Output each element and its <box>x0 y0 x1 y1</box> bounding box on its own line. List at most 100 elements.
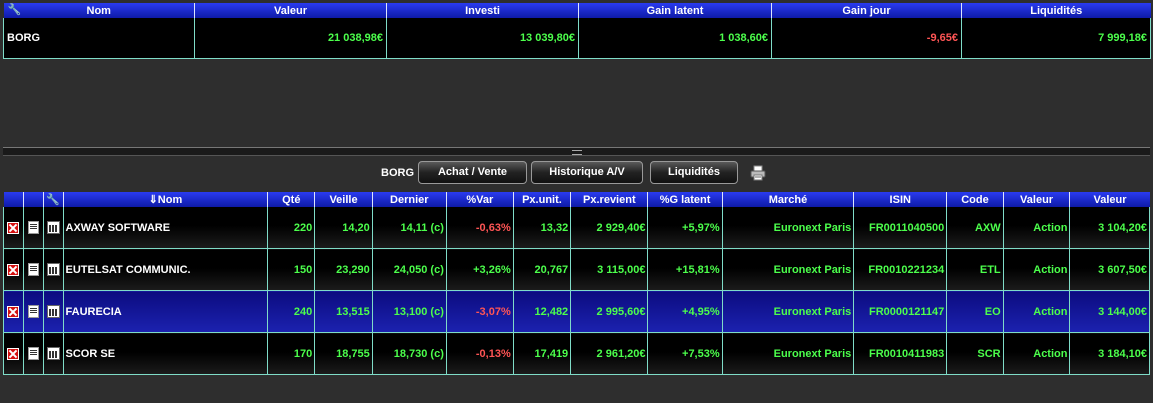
positions-header-row: 🔧 ⇓Nom Qté Veille Dernier %Var Px.unit. … <box>3 192 1150 207</box>
wrench-icon[interactable]: 🔧 <box>46 194 60 206</box>
position-px-revient: 2 995,60€ <box>570 290 649 333</box>
chart-icon[interactable] <box>46 221 60 234</box>
position-isin: FR0000121147 <box>853 290 948 333</box>
position-valeur: 3 104,20€ <box>1069 207 1150 249</box>
document-icon[interactable] <box>27 305 39 318</box>
header-var[interactable]: %Var <box>446 192 514 207</box>
document-icon[interactable] <box>27 347 39 360</box>
position-px-unit: 13,32 <box>513 207 572 249</box>
document-cell[interactable] <box>23 332 44 375</box>
summary-investi: 13 039,80€ <box>386 18 579 59</box>
chart-cell[interactable] <box>43 248 64 291</box>
chart-icon[interactable] <box>46 263 60 276</box>
header-qte[interactable]: Qté <box>267 192 316 207</box>
summary-row[interactable]: BORG 21 038,98€ 13 039,80€ 1 038,60€ -9,… <box>3 18 1151 59</box>
delete-icon[interactable] <box>7 305 20 318</box>
summary-header-gain-jour[interactable]: Gain jour <box>771 3 962 18</box>
header-px-revient[interactable]: Px.revient <box>570 192 649 207</box>
position-px-revient: 3 115,00€ <box>570 248 649 291</box>
position-name: SCOR SE <box>63 332 269 375</box>
document-icon[interactable] <box>27 263 39 276</box>
delete-icon[interactable] <box>7 221 20 234</box>
chart-cell[interactable] <box>43 332 64 375</box>
position-veille: 23,290 <box>314 248 373 291</box>
summary-header-liquidites[interactable]: Liquidités <box>961 3 1151 18</box>
summary-header-gain-latent[interactable]: Gain latent <box>578 3 772 18</box>
position-marche: Euronext Paris <box>722 248 855 291</box>
position-px-unit: 20,767 <box>513 248 572 291</box>
splitter-grip-icon[interactable] <box>572 150 582 155</box>
table-row[interactable]: FAURECIA 240 13,515 13,100 (c) -3,07% 12,482 2… <box>3 290 1150 333</box>
summary-header-nom[interactable]: 🔧 Nom <box>3 3 195 18</box>
header-type[interactable]: Valeur <box>1003 192 1071 207</box>
header-blank <box>3 192 24 207</box>
chart-icon[interactable] <box>46 347 60 360</box>
position-g-latent: +7,53% <box>647 332 723 375</box>
position-valeur: 3 184,10€ <box>1069 332 1150 375</box>
summary-nom: BORG <box>3 18 195 59</box>
wrench-icon[interactable]: 🔧 <box>7 4 22 16</box>
position-px-unit: 17,419 <box>513 332 572 375</box>
position-isin: FR0010411983 <box>853 332 948 375</box>
document-cell[interactable] <box>23 290 44 333</box>
printer-icon[interactable] <box>750 165 766 181</box>
account-toolbar: BORG Achat / Vente Historique A/V Liquid… <box>0 160 1153 186</box>
summary-header-label: Nom <box>86 4 111 17</box>
table-row[interactable]: SCOR SE 170 18,755 18,730 (c) -0,13% 17,419 2 … <box>3 332 1150 375</box>
delete-cell[interactable] <box>3 290 24 333</box>
position-var: +3,26% <box>446 248 514 291</box>
liquidites-button[interactable]: Liquidités <box>650 161 738 184</box>
table-row[interactable]: EUTELSAT COMMUNIC. 150 23,290 24,050 (c) +3,… <box>3 248 1150 291</box>
delete-icon[interactable] <box>7 347 20 360</box>
position-type: Action <box>1003 248 1071 291</box>
header-code[interactable]: Code <box>946 192 1004 207</box>
position-marche: Euronext Paris <box>722 332 855 375</box>
position-type: Action <box>1003 207 1071 249</box>
header-dernier[interactable]: Dernier <box>372 192 447 207</box>
position-code: ETL <box>946 248 1004 291</box>
position-px-revient: 2 961,20€ <box>570 332 649 375</box>
delete-icon[interactable] <box>7 263 20 276</box>
position-name: EUTELSAT COMMUNIC. <box>63 248 269 291</box>
account-label: BORG <box>381 167 414 179</box>
position-g-latent: +4,95% <box>647 290 723 333</box>
achat-vente-button[interactable]: Achat / Vente <box>418 161 527 184</box>
header-veille[interactable]: Veille <box>314 192 373 207</box>
position-code: AXW <box>946 207 1004 249</box>
position-valeur: 3 144,00€ <box>1069 290 1150 333</box>
portfolio-summary-table: 🔧 Nom Valeur Investi Gain latent Gain jo… <box>3 3 1151 59</box>
document-icon[interactable] <box>27 221 39 234</box>
table-row[interactable]: AXWAY SOFTWARE 220 14,20 14,11 (c) -0,63% 13,… <box>3 207 1150 249</box>
summary-header-row: 🔧 Nom Valeur Investi Gain latent Gain jo… <box>3 3 1151 18</box>
position-var: -0,63% <box>446 207 514 249</box>
header-valeur[interactable]: Valeur <box>1069 192 1150 207</box>
position-dernier: 13,100 (c) <box>372 290 447 333</box>
header-nom[interactable]: ⇓Nom <box>63 192 269 207</box>
delete-cell[interactable] <box>3 248 24 291</box>
chart-cell[interactable] <box>43 290 64 333</box>
document-cell[interactable] <box>23 207 44 249</box>
position-px-revient: 2 929,40€ <box>570 207 649 249</box>
position-veille: 18,755 <box>314 332 373 375</box>
delete-cell[interactable] <box>3 207 24 249</box>
positions-body: AXWAY SOFTWARE 220 14,20 14,11 (c) -0,63% 13,… <box>3 207 1150 375</box>
position-qty: 240 <box>267 290 316 333</box>
position-isin: FR0010221234 <box>853 248 948 291</box>
chart-icon[interactable] <box>46 305 60 318</box>
chart-cell[interactable] <box>43 207 64 249</box>
position-g-latent: +15,81% <box>647 248 723 291</box>
header-g-latent[interactable]: %G latent <box>647 192 723 207</box>
delete-cell[interactable] <box>3 332 24 375</box>
header-isin[interactable]: ISIN <box>853 192 948 207</box>
pane-splitter[interactable] <box>3 147 1150 156</box>
header-settings[interactable]: 🔧 <box>43 192 64 207</box>
header-marche[interactable]: Marché <box>722 192 855 207</box>
summary-header-valeur[interactable]: Valeur <box>194 3 387 18</box>
historique-button[interactable]: Historique A/V <box>531 161 643 184</box>
position-isin: FR0011040500 <box>853 207 948 249</box>
header-px-unit[interactable]: Px.unit. <box>513 192 572 207</box>
summary-header-investi[interactable]: Investi <box>386 3 579 18</box>
position-veille: 13,515 <box>314 290 373 333</box>
position-code: SCR <box>946 332 1004 375</box>
document-cell[interactable] <box>23 248 44 291</box>
